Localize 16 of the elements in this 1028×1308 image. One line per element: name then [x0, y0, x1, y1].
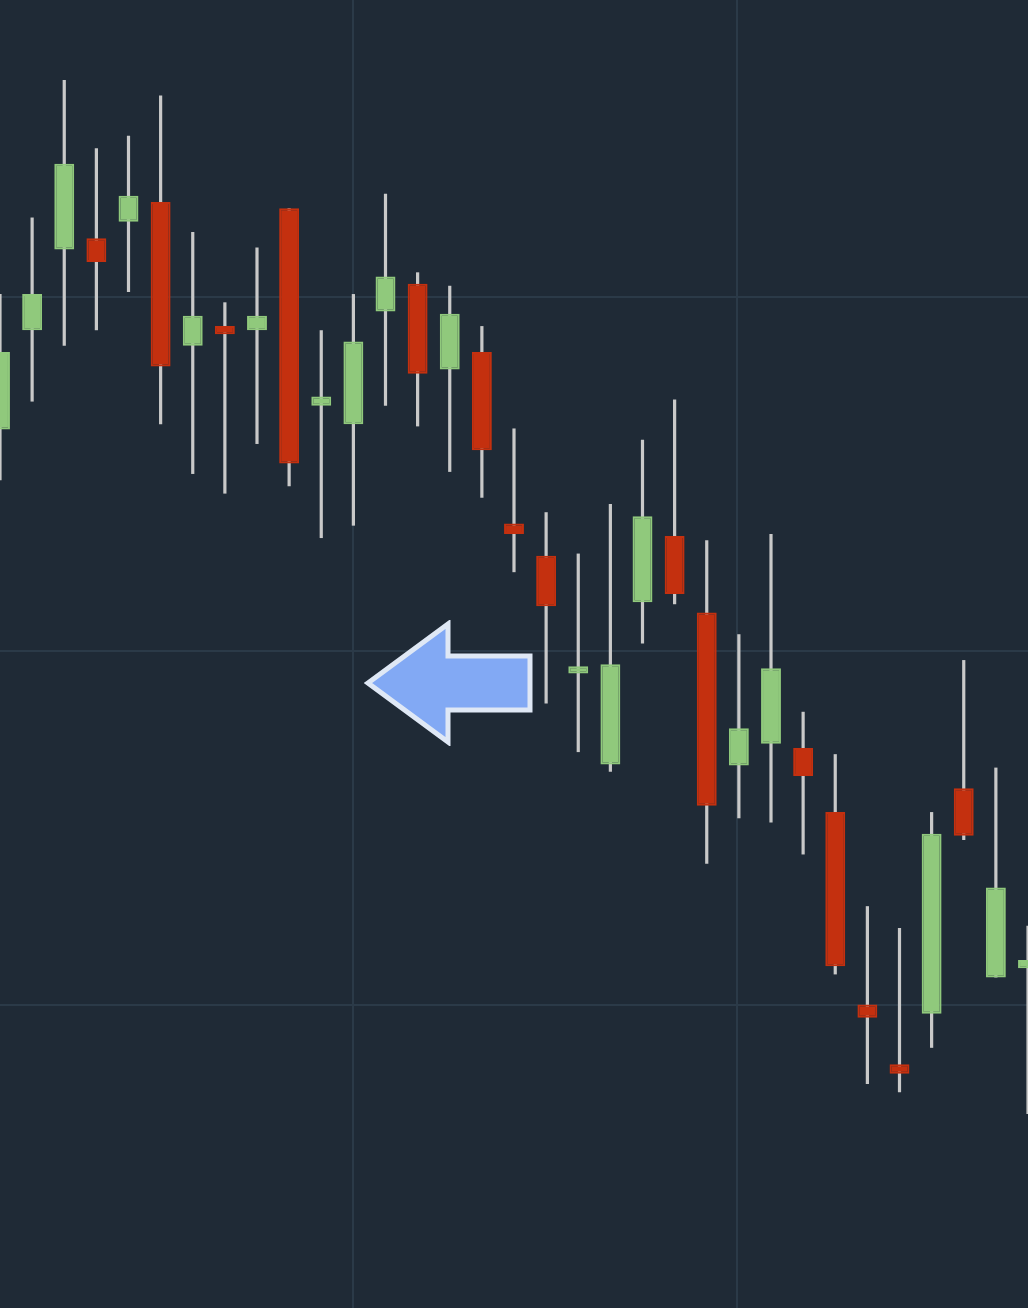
candlestick [889, 926, 910, 1094]
candlestick [22, 215, 43, 404]
candlestick [375, 192, 396, 408]
candlestick [953, 658, 974, 842]
candlestick [536, 510, 557, 706]
candlestick [857, 904, 878, 1086]
candlestick [793, 710, 814, 857]
candlestick [118, 134, 139, 294]
candlestick [311, 328, 332, 540]
candlestick [86, 146, 107, 332]
candlestick [247, 245, 267, 446]
candlestick [728, 632, 749, 820]
candlestick [214, 300, 235, 496]
candlestick [182, 230, 203, 476]
candlestick [568, 551, 589, 754]
candlestick [504, 426, 524, 574]
